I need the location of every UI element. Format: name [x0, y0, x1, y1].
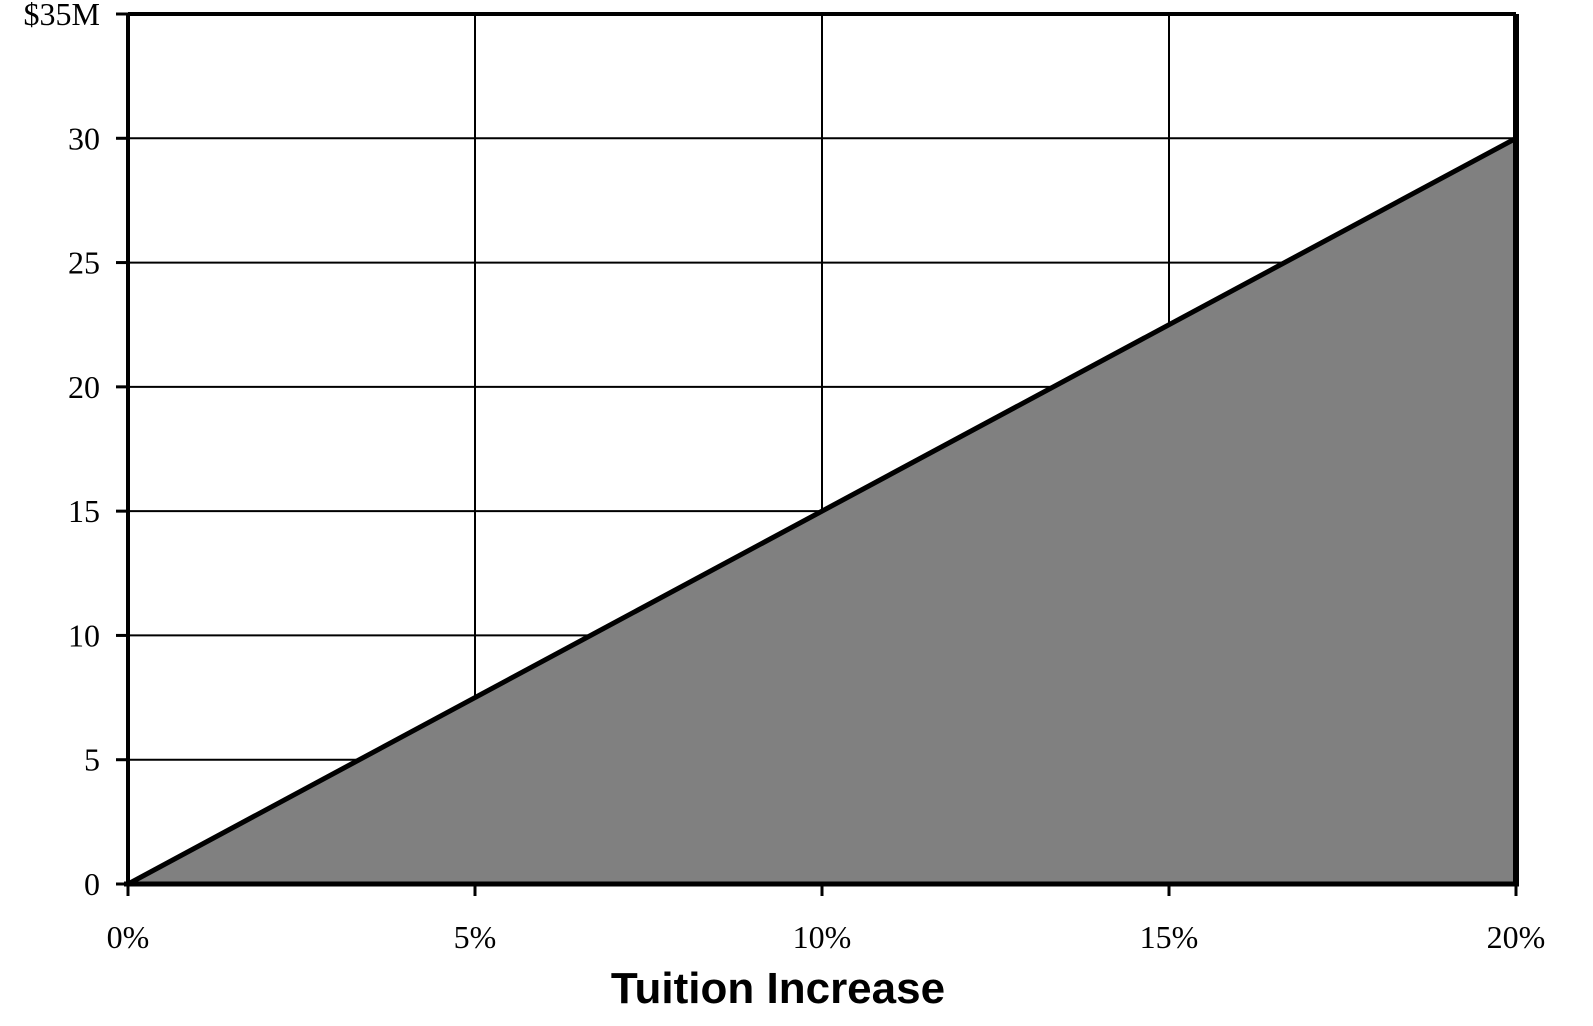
x-tick-label: 15%	[1140, 919, 1199, 955]
y-tick-label: 5	[84, 742, 100, 778]
series-line	[126, 136, 1518, 887]
y-tick-label: 30	[68, 120, 100, 156]
x-tick-label: 20%	[1487, 919, 1546, 955]
x-tick-label: 10%	[793, 919, 852, 955]
y-tick-label: 25	[68, 245, 100, 281]
x-axis-ticks: 0% 5% 10% 15% 20%	[107, 884, 1546, 955]
y-tick-label: $35M	[24, 0, 100, 32]
x-tick-label: 0%	[107, 919, 150, 955]
x-axis-title: Tuition Increase	[611, 964, 945, 1013]
y-tick-label: 15	[68, 493, 100, 529]
y-tick-label: 0	[84, 866, 100, 902]
y-tick-label: 20	[68, 369, 100, 405]
y-tick-label: 10	[68, 617, 100, 653]
y-axis-ticks: 0 5 10 15 20 25 30 $35M	[24, 0, 128, 902]
x-tick-label: 5%	[454, 919, 497, 955]
series-layer	[126, 136, 1518, 887]
